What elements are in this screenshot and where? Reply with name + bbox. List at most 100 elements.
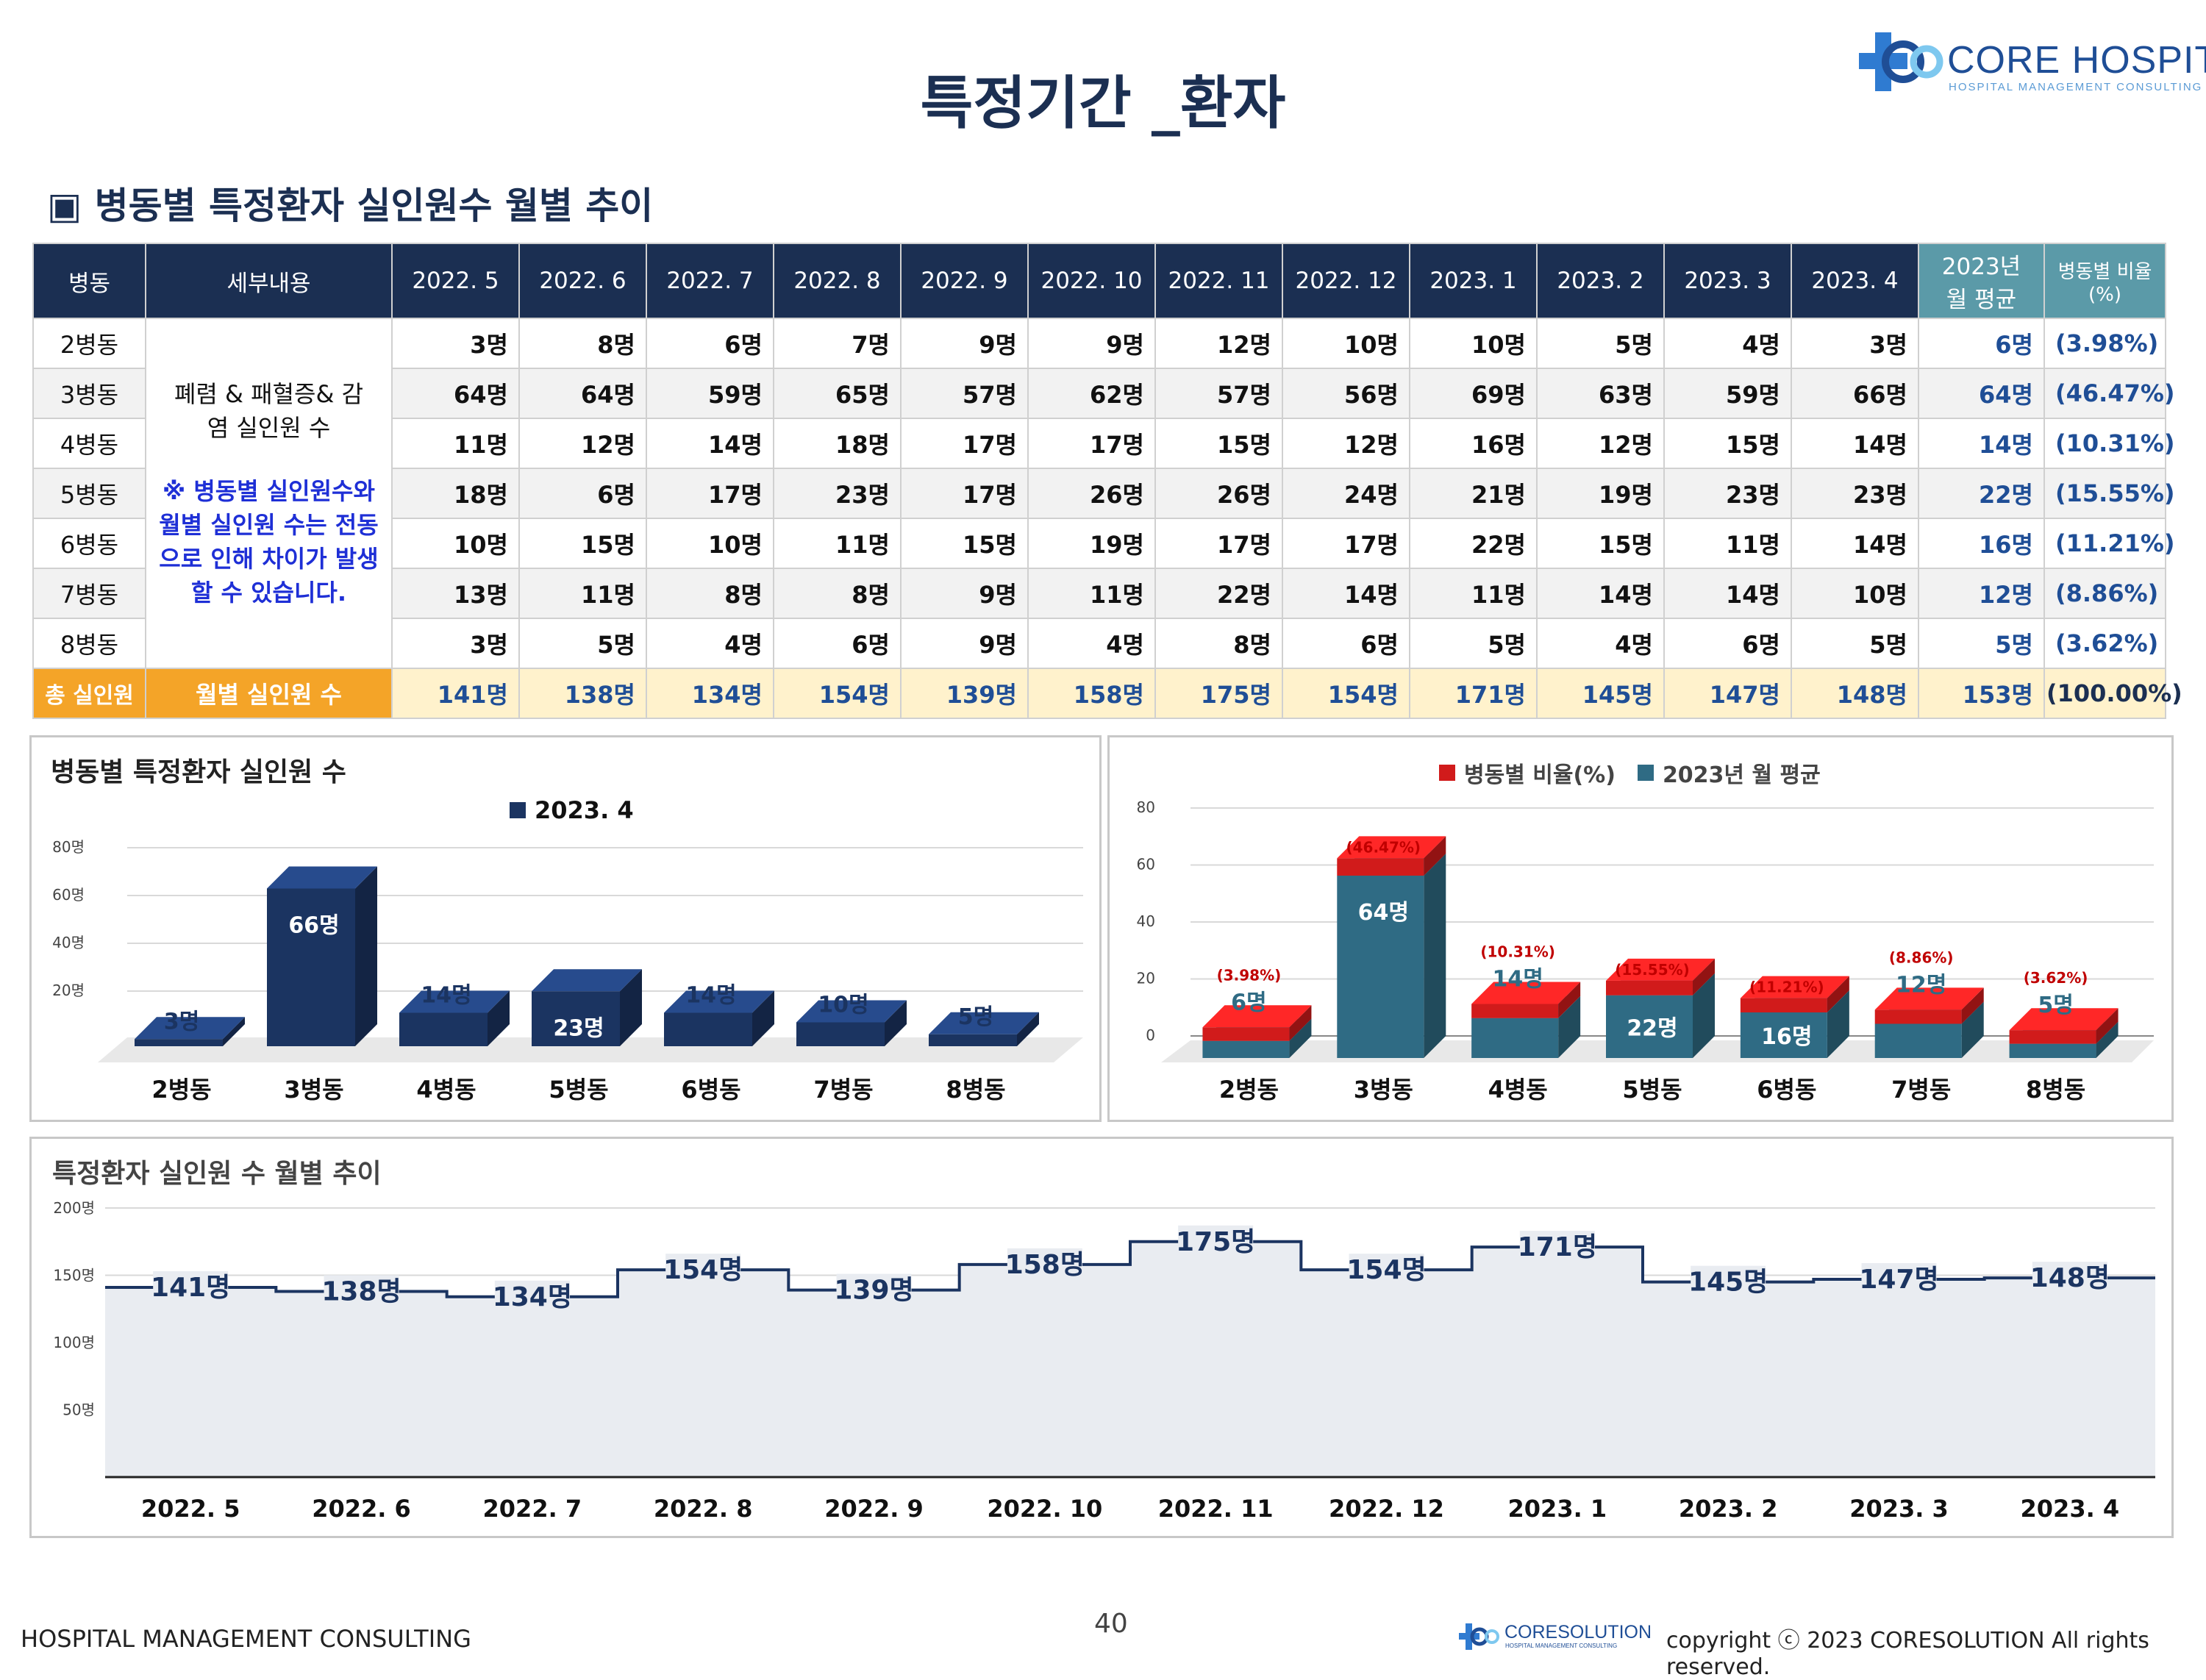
value-cell: 6명 — [773, 618, 902, 669]
avg-cell: 22명 — [1918, 468, 2045, 519]
value-cell: 9명 — [900, 318, 1029, 369]
avg-data-label: 12명 — [1896, 972, 1946, 998]
value-cell: 10명 — [391, 518, 520, 569]
logo-mark-icon — [1859, 32, 1943, 91]
value-cell: 24명 — [1282, 468, 1410, 519]
ward-ratio-chart-panel: 병동별 비율(%) 2023년 월 평균 0 20 40 60 80 6명 (3.98%) 2… — [1107, 735, 2174, 1122]
value-cell: 12명 — [1536, 418, 1665, 469]
value-cell: 5명 — [1409, 618, 1538, 669]
coresolution-name: CORESOLUTION — [1504, 1622, 1652, 1643]
chart1-title: 병동별 특정환자 실인원 수 — [51, 757, 346, 787]
avg-cell: 16명 — [1918, 518, 2045, 569]
table-row: 8병동 3명 5명 4명 6명 9명 4명 8명 6명 5명 4명 6명 5명 5명 (3.62%) — [32, 618, 2166, 669]
chart2-legend: 병동별 비율(%) 2023년 월 평균 — [1439, 757, 1821, 789]
x-tick-label: 4병동 — [1488, 1076, 1548, 1104]
table-header-cell: 2023. 4 — [1791, 243, 1919, 319]
table-header-cell: 2022. 12 — [1282, 243, 1410, 319]
ratio-bar-top — [1874, 987, 1984, 1010]
ratio-bar — [1337, 858, 1424, 876]
bar-top — [399, 990, 510, 1013]
ratio-data-label: (8.86%) — [1889, 948, 1954, 966]
ratio-bar-top — [1202, 1005, 1312, 1028]
ward-bar-chart-panel: 병동별 특정환자 실인원 수 2023. 4 20명 40명 60명 80명 3명 2병동… — [29, 735, 1102, 1122]
value-cell: 10명 — [1791, 568, 1919, 619]
x-tick-label: 5병동 — [1622, 1076, 1682, 1104]
total-pct-cell: (100.00%) — [2043, 668, 2182, 719]
logo-name: CORE HOSPITAL — [1947, 39, 2206, 82]
bar-data-label: 14명 — [421, 983, 471, 1009]
value-cell: 11명 — [391, 418, 520, 469]
value-cell: 15명 — [1154, 418, 1283, 469]
value-cell: 5명 — [1791, 618, 1919, 669]
value-cell: 16명 — [1409, 418, 1538, 469]
x-tick-label: 2023. 2 — [1679, 1495, 1778, 1523]
x-tick-label: 2022. 7 — [483, 1495, 582, 1523]
bar-side — [488, 990, 510, 1046]
legend-red-swatch-icon — [1439, 765, 1455, 781]
value-cell: 11명 — [1027, 568, 1156, 619]
bar-top — [135, 1017, 245, 1040]
bar-data-label: 10명 — [818, 993, 868, 1018]
total-value-cell: 139명 — [900, 668, 1029, 719]
value-cell: 10명 — [1282, 318, 1410, 369]
y-tick-label: 50명 — [63, 1401, 95, 1419]
bar-top — [664, 990, 774, 1013]
value-cell: 63명 — [1536, 368, 1665, 419]
bar-side — [885, 1000, 907, 1046]
value-cell: 5명 — [1536, 318, 1665, 369]
ratio-bar — [1740, 998, 1827, 1012]
value-cell: 14명 — [646, 418, 774, 469]
table-row: 3병동 64명 64명 59명 65명 57명 62명 57명 56명 69명 63명 59명 66명 6… — [32, 368, 2175, 419]
bar-side — [355, 866, 377, 1046]
value-cell: 3명 — [1791, 318, 1919, 369]
total-detail: 월별 실인원 수 — [145, 668, 393, 719]
bar-top — [532, 969, 642, 992]
pct-cell: (11.21%) — [2043, 518, 2175, 569]
point-label-bg — [1349, 1254, 1424, 1284]
value-cell: 10명 — [1409, 318, 1538, 369]
avg-bar-side — [1693, 973, 1715, 1058]
point-label-bg — [1007, 1248, 1082, 1278]
table-header-cell: 2022. 11 — [1154, 243, 1283, 319]
y-tick-label: 60명 — [52, 886, 85, 904]
bar-data-label: 23명 — [553, 1015, 604, 1041]
chart2-legend-ratio: 병동별 비율(%) — [1464, 762, 1616, 788]
value-cell: 64명 — [391, 368, 520, 419]
x-tick-label: 2023. 3 — [1849, 1495, 1949, 1523]
table-header-cell: 병동 — [32, 243, 146, 319]
total-value-cell: 134명 — [646, 668, 774, 719]
table-body: 2병동 폐렴 & 패혈증& 감염 실인원 수 ※ 병동별 실인원수와 월별 실인원 … — [32, 318, 2182, 719]
value-cell: 12명 — [1154, 318, 1283, 369]
bar-data-label: 5명 — [958, 1004, 993, 1030]
value-cell: 23명 — [773, 468, 902, 519]
value-cell: 62명 — [1027, 368, 1156, 419]
x-tick-label: 5병동 — [549, 1076, 608, 1104]
detail-cell: 폐렴 & 패혈증& 감염 실인원 수 ※ 병동별 실인원수와 월별 실인원 수는 … — [145, 318, 393, 669]
value-cell: 14명 — [1791, 518, 1919, 569]
avg-bar — [1471, 1018, 1559, 1058]
y-tick-label: 0 — [1146, 1026, 1155, 1044]
total-value-cell: 171명 — [1409, 668, 1538, 719]
x-tick-label: 2022. 8 — [654, 1495, 753, 1523]
ward-cell: 8병동 — [32, 618, 146, 669]
table-row: 7병동 13명 11명 8명 8명 9명 11명 22명 14명 11명 14명 14명 10명 12명(… — [32, 568, 2166, 619]
value-cell: 9명 — [1027, 318, 1156, 369]
value-cell: 5명 — [518, 618, 647, 669]
coresolution-sub: HOSPITAL MANAGEMENT CONSULTING — [1505, 1643, 1618, 1649]
x-tick-label: 4병동 — [416, 1076, 476, 1104]
point-label-bg — [1519, 1231, 1595, 1261]
value-cell: 15명 — [1663, 418, 1792, 469]
x-tick-label: 2병동 — [1219, 1076, 1279, 1104]
bar-side — [1017, 1012, 1039, 1046]
total-value-cell: 154명 — [1282, 668, 1410, 719]
chart2-legend-avg: 2023년 월 평균 — [1662, 762, 1821, 788]
avg-cell: 6명 — [1918, 318, 2045, 369]
value-cell: 9명 — [900, 618, 1029, 669]
point-data-label: 145명 — [1688, 1268, 1768, 1298]
ratio-bar-side — [1558, 982, 1581, 1018]
bar-data-label: 14명 — [685, 983, 736, 1009]
total-label: 총 실인원 — [32, 668, 146, 719]
point-data-label: 171명 — [1518, 1232, 1597, 1262]
x-tick-label: 2022. 10 — [987, 1495, 1102, 1523]
total-value-cell: 158명 — [1027, 668, 1156, 719]
